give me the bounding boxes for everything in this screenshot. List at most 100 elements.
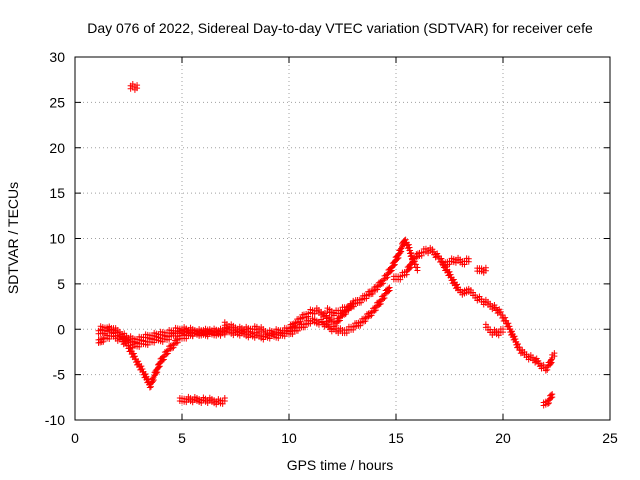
data-point-marker	[381, 294, 388, 301]
series-isolated-high	[127, 81, 141, 93]
data-point-marker	[358, 299, 365, 306]
data-point-marker	[167, 345, 174, 352]
x-tick-label: 10	[281, 430, 297, 446]
data-point-marker	[134, 85, 141, 92]
data-point-marker	[387, 268, 394, 275]
y-tick-label: 20	[49, 140, 65, 156]
data-point-marker	[338, 313, 345, 320]
data-point-marker	[334, 318, 341, 325]
data-point-marker	[166, 346, 173, 353]
data-point-marker	[156, 363, 163, 370]
data-point-marker	[371, 307, 378, 314]
data-point-marker	[350, 303, 357, 310]
data-point-marker	[369, 290, 376, 297]
data-point-marker	[297, 318, 304, 325]
series-isolated-mid	[474, 264, 489, 276]
data-point-marker	[345, 307, 352, 314]
series-afternoon-plateau	[440, 254, 472, 269]
data-point-marker	[547, 360, 554, 367]
data-point-marker	[548, 359, 555, 366]
data-point-marker	[150, 377, 157, 384]
data-point-marker	[140, 337, 147, 344]
data-point-marker	[465, 258, 472, 265]
data-point-marker	[390, 262, 397, 269]
chart-title: Day 076 of 2022, Sidereal Day-to-day VTE…	[87, 20, 593, 36]
y-tick-label: -10	[45, 412, 65, 428]
data-point-marker	[343, 330, 350, 337]
data-point-marker	[397, 276, 404, 283]
series-afternoon-peak	[390, 244, 472, 298]
data-point-marker	[146, 384, 153, 391]
data-point-marker	[155, 364, 162, 371]
data-point-marker	[414, 267, 421, 274]
data-point-marker	[357, 322, 364, 329]
data-point-marker	[362, 318, 369, 325]
data-point-marker	[302, 324, 309, 331]
data-point-marker	[147, 383, 154, 390]
data-point-marker	[163, 351, 170, 358]
data-point-marker	[495, 332, 502, 339]
y-tick-label: 10	[49, 231, 65, 247]
series-early-upper	[97, 323, 226, 346]
data-point-marker	[403, 271, 410, 278]
data-point-marker	[388, 267, 395, 274]
data-point-marker	[380, 280, 387, 287]
data-point-marker	[166, 336, 173, 343]
data-point-marker	[144, 341, 151, 348]
data-point-marker	[384, 274, 391, 281]
y-tick-label: -5	[53, 367, 66, 383]
x-tick-label: 20	[495, 430, 511, 446]
data-point-marker	[342, 311, 349, 318]
data-point-marker	[372, 307, 379, 314]
data-point-marker	[183, 335, 190, 342]
data-point-marker	[546, 400, 553, 407]
data-point-marker	[160, 356, 167, 363]
data-point-marker	[136, 343, 143, 350]
data-point-marker	[397, 249, 404, 256]
data-point-marker	[548, 394, 555, 401]
data-point-marker	[294, 327, 301, 334]
y-tick-label: 15	[49, 185, 65, 201]
data-point-marker	[394, 255, 401, 262]
series-evening-branch	[482, 321, 506, 339]
data-point-marker	[380, 295, 387, 302]
data-point-marker	[149, 378, 156, 385]
data-point-marker	[171, 340, 178, 347]
data-point-marker	[411, 258, 418, 265]
x-tick-label: 15	[388, 430, 404, 446]
x-tick-label: 25	[602, 430, 618, 446]
y-tick-label: 25	[49, 94, 65, 110]
data-point-marker	[169, 345, 176, 352]
data-point-marker	[461, 261, 468, 268]
y-tick-label: 0	[57, 321, 65, 337]
y-axis-label: SDTVAR / TECUs	[5, 182, 21, 294]
x-axis-label: GPS time / hours	[287, 457, 394, 473]
y-tick-label: 30	[49, 49, 65, 65]
grid-lines	[75, 57, 610, 420]
data-point-marker	[221, 397, 228, 404]
data-point-marker	[418, 252, 425, 259]
data-point-marker	[159, 357, 166, 364]
y-tick-label: 5	[57, 276, 65, 292]
data-point-marker	[337, 310, 344, 317]
data-point-marker	[395, 254, 402, 261]
data-point-marker	[335, 318, 342, 325]
data-point-marker	[398, 248, 405, 255]
x-tick-label: 0	[71, 430, 79, 446]
series-midday-lower	[223, 284, 393, 343]
data-point-marker	[383, 275, 390, 282]
series-midday-upper	[324, 236, 421, 319]
axis-ticks	[74, 56, 611, 421]
data-point-marker	[549, 394, 556, 401]
data-point-marker	[350, 326, 357, 333]
data-points	[95, 81, 558, 409]
data-point-marker	[391, 261, 398, 268]
data-point-marker	[386, 287, 393, 294]
series-low-segment	[176, 393, 228, 408]
data-point-marker	[377, 300, 384, 307]
data-point-marker	[164, 350, 171, 357]
data-point-marker	[376, 301, 383, 308]
series-evening-decline	[467, 286, 558, 374]
data-point-marker	[336, 317, 343, 324]
